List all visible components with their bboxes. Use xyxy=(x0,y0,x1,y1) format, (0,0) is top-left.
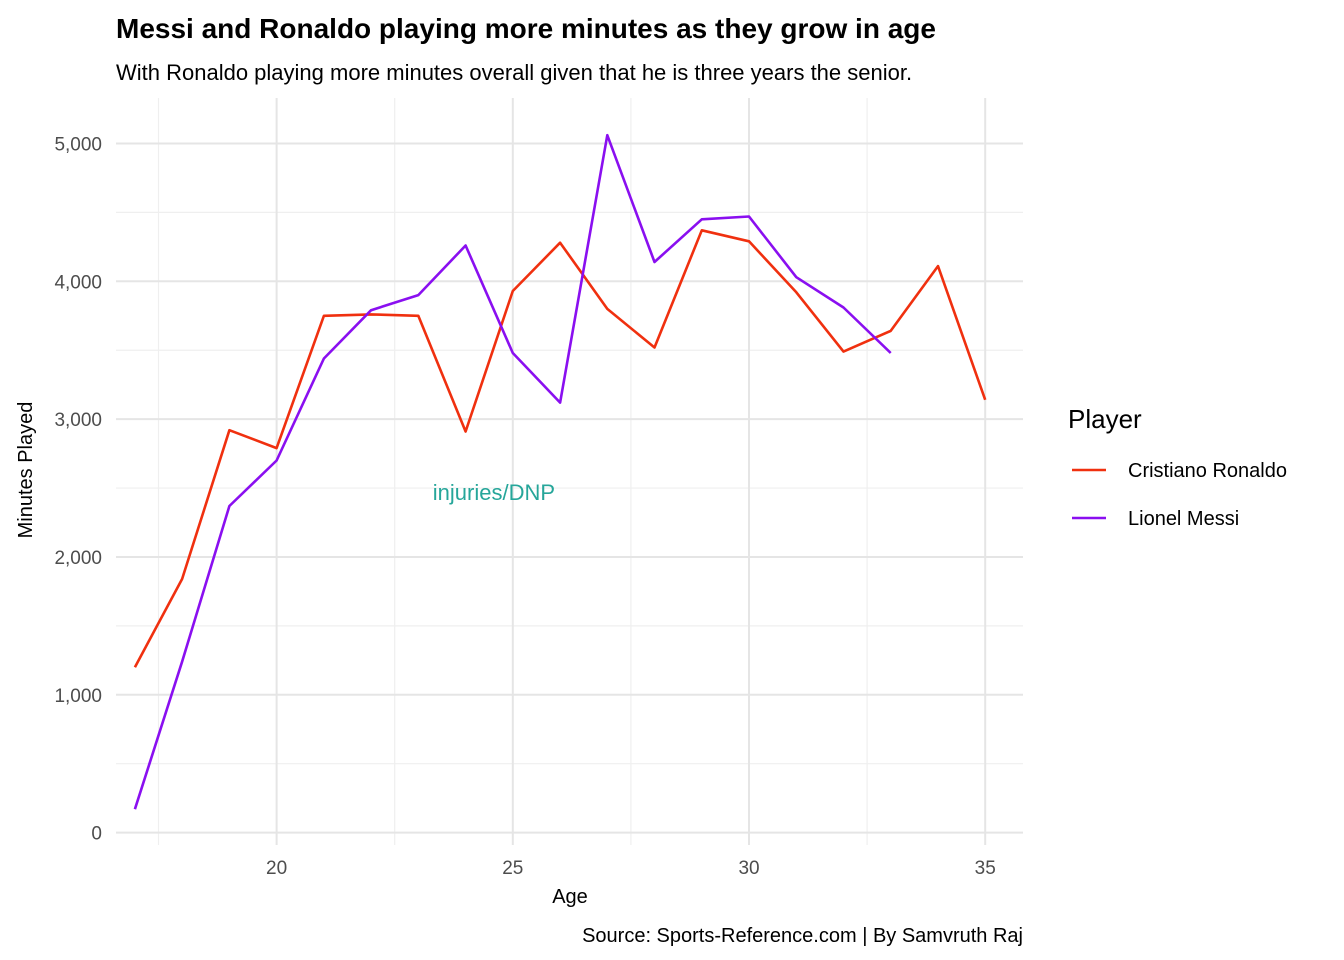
y-tick-label: 1,000 xyxy=(54,686,102,707)
x-tick-label: 30 xyxy=(738,858,759,879)
legend-items: Cristiano Ronaldo Lionel Messi xyxy=(1072,460,1287,530)
x-tick-label: 20 xyxy=(266,858,287,879)
series-lines xyxy=(133,133,987,810)
legend-label: Cristiano Ronaldo xyxy=(1128,460,1287,482)
y-tick-label: 0 xyxy=(91,824,102,845)
x-tick-label: 35 xyxy=(975,858,996,879)
legend-title: Player xyxy=(1068,404,1142,434)
injuries-annotation: injuries/DNP xyxy=(433,480,555,505)
gridlines xyxy=(116,98,1023,845)
legend: Player Cristiano Ronaldo Lionel Messi xyxy=(1068,404,1287,530)
y-tick-label: 3,000 xyxy=(54,410,102,431)
y-axis-ticks: 0 1,000 2,000 3,000 4,000 5,000 xyxy=(54,134,102,844)
series-line-lionel-messi xyxy=(133,133,892,810)
y-axis-title: Minutes Played xyxy=(15,402,37,539)
y-tick-label: 4,000 xyxy=(54,272,102,293)
y-tick-label: 2,000 xyxy=(54,548,102,569)
chart-caption: Source: Sports-Reference.com | By Samvru… xyxy=(582,925,1023,947)
chart-subtitle: With Ronaldo playing more minutes overal… xyxy=(116,60,912,85)
chart-title: Messi and Ronaldo playing more minutes a… xyxy=(116,13,936,44)
x-axis-ticks: 20 25 30 35 xyxy=(266,858,996,879)
legend-label: Lionel Messi xyxy=(1128,508,1239,530)
x-tick-label: 25 xyxy=(502,858,523,879)
y-tick-label: 5,000 xyxy=(54,134,102,155)
x-axis-title: Age xyxy=(552,886,588,908)
series-line-cristiano-ronaldo xyxy=(133,229,987,668)
